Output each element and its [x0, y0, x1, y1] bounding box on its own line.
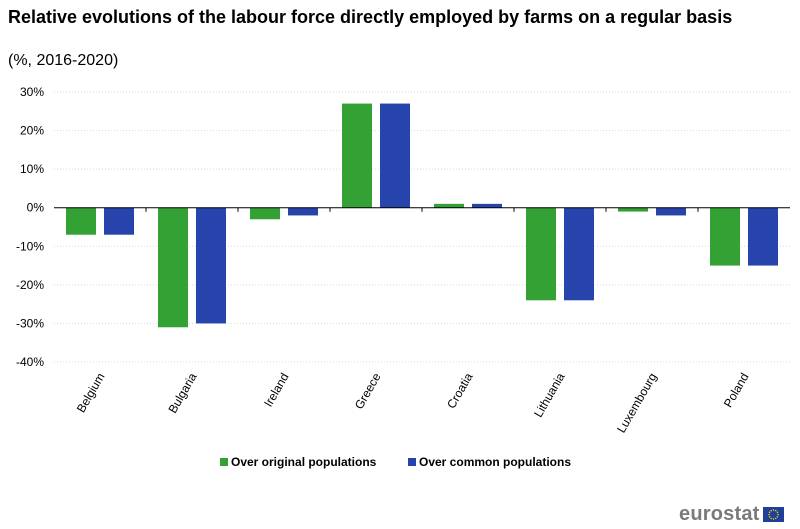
legend: Over original populations Over common pop…	[220, 455, 571, 469]
eu-flag-icon	[762, 506, 784, 522]
legend-swatch	[220, 458, 228, 466]
bar	[434, 203, 464, 208]
y-tick-label: 10%	[20, 162, 44, 176]
x-axis	[54, 207, 790, 212]
bar	[342, 103, 372, 208]
y-tick-label: 0%	[27, 201, 45, 215]
bar	[710, 207, 740, 266]
x-tick-label: Belgium	[74, 371, 108, 416]
y-tick-label: -20%	[16, 278, 44, 292]
x-axis-labels: Belgium Bulgaria Ireland Greece Croatia Lithu…	[74, 370, 752, 435]
logo-text: eurostat	[679, 503, 760, 525]
x-tick-label: Croatia	[444, 370, 476, 411]
x-tick-label: Greece	[352, 370, 384, 411]
chart-subtitle: (%, 2016-2020)	[8, 52, 119, 69]
bar	[250, 207, 280, 220]
legend-label: Over original populations	[231, 455, 377, 469]
eurostat-logo: eurostat	[679, 503, 784, 525]
x-tick-label: Bulgaria	[165, 370, 199, 415]
x-tick-label: Lithuania	[531, 370, 568, 419]
bars	[66, 103, 778, 328]
bar	[748, 207, 778, 266]
bar	[618, 207, 648, 212]
y-tick-label: -30%	[16, 316, 44, 330]
y-tick-label: 20%	[20, 124, 44, 138]
bar	[564, 207, 594, 301]
legend-swatch	[408, 458, 416, 466]
bar	[380, 103, 410, 208]
bar	[526, 207, 556, 301]
y-tick-label: -10%	[16, 239, 44, 253]
bar	[66, 207, 96, 235]
legend-label: Over common populations	[419, 455, 571, 469]
bar	[158, 207, 188, 328]
y-axis-ticks: 30% 20% 10% 0% -10% -20% -30% -40%	[16, 85, 44, 369]
x-tick-label: Luxembourg	[614, 371, 659, 436]
bar	[656, 207, 686, 216]
x-tick-label: Poland	[721, 371, 752, 410]
bar	[472, 203, 502, 208]
bar	[104, 207, 134, 235]
y-tick-label: -40%	[16, 355, 44, 369]
x-tick-label: Ireland	[261, 371, 291, 410]
bar	[196, 207, 226, 324]
bar	[288, 207, 318, 216]
chart-title: Relative evolutions of the labour force …	[8, 7, 733, 27]
y-tick-label: 30%	[20, 85, 44, 99]
